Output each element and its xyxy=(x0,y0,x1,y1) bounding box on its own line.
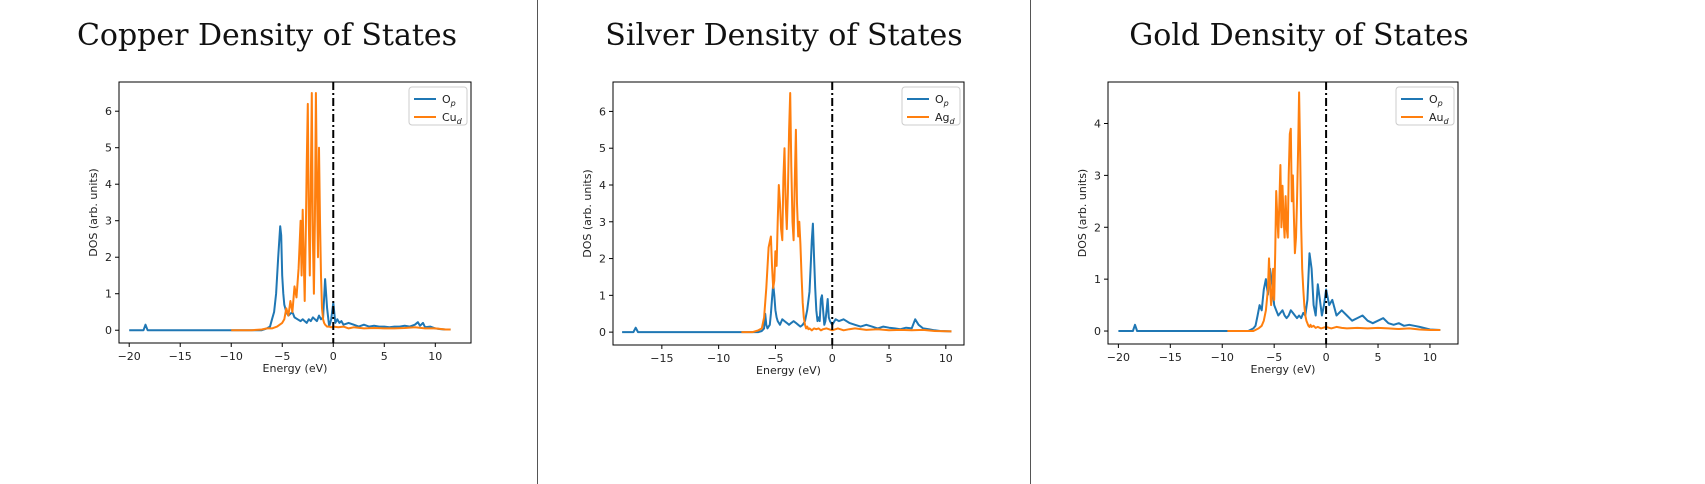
gold-legend-box xyxy=(1395,86,1455,126)
silver-x-tick-label: 0 xyxy=(829,352,836,365)
gold-y-axis-label: DOS (arb. units) xyxy=(1076,169,1089,257)
copper-series-group xyxy=(129,92,451,332)
gold-x-tick-label: 5 xyxy=(1375,351,1382,364)
silver-series-group xyxy=(622,92,952,334)
silver-chart-title: Silver Density of States xyxy=(605,18,963,53)
silver-dos-chart: −15 −10 −5 0 5 10 0 1 2 3 4 5 6 Energy (eV) DOS (arb. … xyxy=(581,81,965,377)
gold-x-tick-label: −15 xyxy=(1159,351,1182,364)
gold-y-tick-label: 4 xyxy=(1094,118,1101,131)
silver-dos-panel: Silver Density of States −15 −10 −5 0 5 10 0 1 2… xyxy=(538,0,1030,484)
copper-x-tick-label: −10 xyxy=(220,350,243,363)
copper-x-tick-label: −20 xyxy=(118,350,141,363)
silver-y-tick-label: 4 xyxy=(599,179,606,192)
panel-divider-left xyxy=(537,0,538,484)
gold-chart-title: Gold Density of States xyxy=(1129,18,1469,53)
gold-y-tick-label: 0 xyxy=(1094,325,1101,338)
silver-x-tick-label: 5 xyxy=(886,352,893,365)
gold-series-group xyxy=(1118,91,1441,332)
copper-x-tick-label: −5 xyxy=(274,350,290,363)
gold-dos-panel: Gold Density of States −20 −15 −10 −5 0 5 10 0 1… xyxy=(1031,0,1567,484)
panel-divider-right xyxy=(1030,0,1031,484)
gold-x-tick-label: −10 xyxy=(1211,351,1234,364)
copper-y-tick-label: 4 xyxy=(105,178,112,191)
silver-x-tick-label: −15 xyxy=(650,352,673,365)
copper-legend-box xyxy=(408,86,468,126)
gold-x-axis-label: Energy (eV) xyxy=(1251,363,1316,376)
gold-x-tick-label: −5 xyxy=(1266,351,1282,364)
silver-y-tick-label: 2 xyxy=(599,253,606,266)
silver-x-tick-label: −5 xyxy=(767,352,783,365)
copper-y-axis-label: DOS (arb. units) xyxy=(87,168,100,256)
gold-x-tick-label: −20 xyxy=(1107,351,1130,364)
copper-x-axis-label: Energy (eV) xyxy=(263,362,328,375)
copper-y-tick-label: 6 xyxy=(105,105,112,118)
copper-plot-frame xyxy=(118,81,472,344)
gold-series-line-op xyxy=(1118,252,1441,332)
gold-dos-chart: −20 −15 −10 −5 0 5 10 0 1 2 3 4 Energy (eV) DOS (arb.… xyxy=(1076,81,1459,376)
silver-y-tick-label: 5 xyxy=(599,142,606,155)
gold-series-line-aud xyxy=(1227,91,1441,332)
copper-x-tick-label: 5 xyxy=(381,350,388,363)
gold-y-tick-label: 1 xyxy=(1094,273,1101,286)
silver-series-line-op xyxy=(622,222,952,334)
copper-dos-chart: −20 −15 −10 −5 0 5 10 0 1 2 3 4 5 6 Energy (eV) DOS (ar… xyxy=(87,81,472,375)
copper-y-tick-label: 5 xyxy=(105,142,112,155)
silver-y-tick-label: 0 xyxy=(599,326,606,339)
copper-x-tick-label: 10 xyxy=(428,350,442,363)
silver-x-axis-label: Energy (eV) xyxy=(756,364,821,377)
silver-y-tick-label: 6 xyxy=(599,105,606,118)
silver-x-tick-label: −10 xyxy=(707,352,730,365)
copper-series-line-op xyxy=(129,225,451,332)
copper-y-tick-label: 1 xyxy=(105,288,112,301)
copper-y-tick-label: 3 xyxy=(105,215,112,228)
gold-plot-frame xyxy=(1107,81,1459,345)
silver-legend-box xyxy=(901,86,961,126)
copper-x-tick-label: 0 xyxy=(330,350,337,363)
silver-y-tick-label: 1 xyxy=(599,289,606,302)
silver-x-tick-label: 10 xyxy=(939,352,953,365)
gold-x-tick-label: 10 xyxy=(1423,351,1437,364)
copper-y-tick-label: 0 xyxy=(105,324,112,337)
silver-plot-frame xyxy=(612,81,965,346)
copper-series-line-cud xyxy=(231,92,451,332)
silver-y-axis-label: DOS (arb. units) xyxy=(581,169,594,257)
gold-x-tick-label: 0 xyxy=(1323,351,1330,364)
gold-y-tick-label: 2 xyxy=(1094,221,1101,234)
silver-y-tick-label: 3 xyxy=(599,216,606,229)
copper-x-tick-label: −15 xyxy=(169,350,192,363)
copper-chart-title: Copper Density of States xyxy=(76,18,458,53)
copper-y-tick-label: 2 xyxy=(105,251,112,264)
gold-y-tick-label: 3 xyxy=(1094,169,1101,182)
silver-series-line-agd xyxy=(741,92,952,334)
copper-dos-panel: Copper Density of States −20 −15 −10 −5 0 5 10… xyxy=(0,0,537,484)
